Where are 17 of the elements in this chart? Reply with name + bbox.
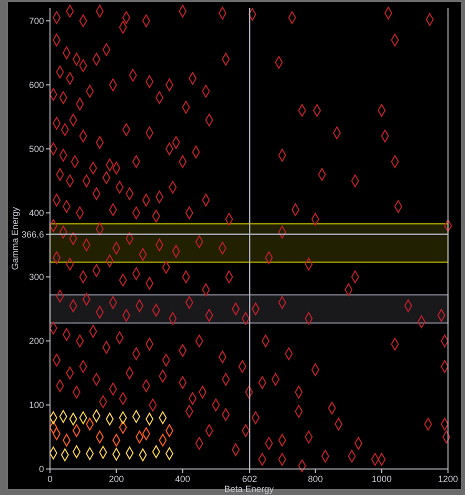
x-tick-label: 0 <box>47 474 53 484</box>
x-tick-label: 400 <box>175 474 190 484</box>
x-tick-label: 800 <box>308 474 323 484</box>
y-tick-label: 0 <box>38 464 44 474</box>
x-tick-label: 200 <box>108 474 124 484</box>
y-tick-label: 700 <box>28 16 44 26</box>
y-tick-label: 366.6 <box>21 229 44 240</box>
x-tick-label: 602 <box>242 474 258 484</box>
y-tick-label: 600 <box>28 80 44 90</box>
x-tick-label: 1200 <box>438 474 458 484</box>
y-axis-title: Gamma Energy <box>10 206 20 270</box>
x-tick-label: 1000 <box>372 474 392 484</box>
y-tick-label: 400 <box>28 208 44 218</box>
y-tick-label: 100 <box>28 400 44 410</box>
y-tick-label: 300 <box>28 272 44 282</box>
y-tick-label: 200 <box>28 336 44 346</box>
y-tick-label: 500 <box>28 144 44 154</box>
